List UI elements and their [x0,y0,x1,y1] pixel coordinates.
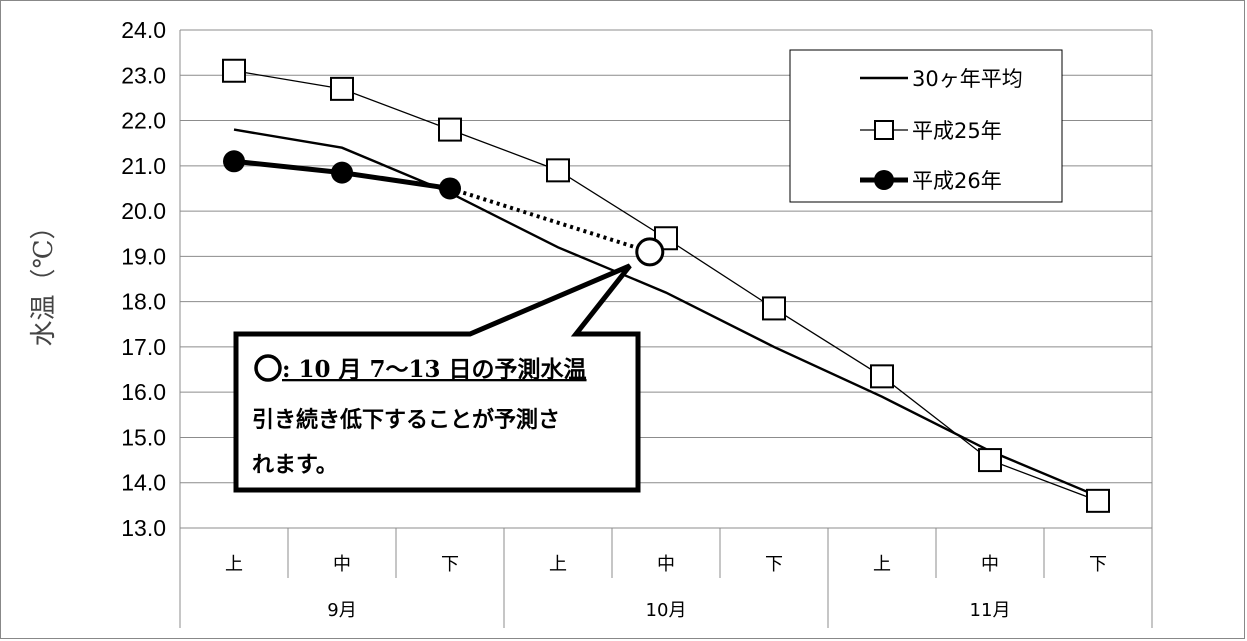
y-tick-label: 16.0 [121,379,166,405]
y-tick-label: 17.0 [121,334,166,360]
callout-line3: れます。 [252,453,338,478]
x-month-label: 10月 [646,600,687,621]
y-axis-ticks: 24.0 23.0 22.0 21.0 20.0 19.0 18.0 17.0 16.0 15.0… [121,17,166,541]
callout-line1: : 10 月 7～13 日の予測水温 [282,356,587,383]
x-category-label: 中 [333,554,351,575]
callout-box [233,263,641,493]
h25-marker [978,448,1002,473]
legend-swatch-h26-marker [874,170,894,190]
y-tick-label: 20.0 [121,198,166,224]
x-category-label: 中 [981,554,999,575]
legend-label: 平成25年 [912,119,1002,143]
series-lines [222,58,1110,513]
h25-marker [330,76,354,101]
legend-swatch-h25-marker [874,120,894,140]
h26-marker [223,150,245,173]
y-axis-label: 水温（℃） [29,213,59,346]
y-tick-label: 22.0 [121,108,166,134]
h25-marker [870,364,894,389]
h25-marker [438,117,462,142]
h26-marker [331,161,353,184]
y-tick-label: 23.0 [121,62,166,88]
forecast-point [635,237,665,267]
series-line-30yr-average [233,128,1099,498]
x-category-label: 下 [1089,554,1107,575]
x-month-label: 9月 [327,600,356,621]
x-category-label: 下 [441,554,459,575]
y-tick-label: 14.0 [121,470,166,496]
legend-label: 30ヶ年平均 [912,67,1023,91]
y-tick-label: 15.0 [121,424,166,450]
legend-label: 平成26年 [912,169,1002,193]
x-axis: 上 中 下 上 中 下 上 中 下 9月 10月 11月 [179,527,1153,628]
forecast-symbol [254,354,282,382]
y-tick-label: 18.0 [121,289,166,315]
h26-marker [439,177,461,200]
x-month-label: 11月 [970,600,1011,621]
h25-marker [762,296,786,321]
y-tick-label: 13.0 [121,515,166,541]
y-tick-label: 19.0 [121,243,166,269]
h25-marker [546,158,570,183]
callout-line2: 引き続き低下することが予測さ [252,407,560,433]
y-tick-label: 24.0 [121,17,166,43]
x-category-label: 下 [765,554,783,575]
x-category-label: 上 [225,554,243,575]
y-tick-label: 21.0 [121,153,166,179]
h25-marker [1086,488,1110,513]
x-category-label: 中 [657,554,675,575]
x-category-label: 上 [549,554,567,575]
legend-box [789,49,1063,203]
h25-marker [222,58,246,83]
x-category-label: 上 [873,554,891,575]
